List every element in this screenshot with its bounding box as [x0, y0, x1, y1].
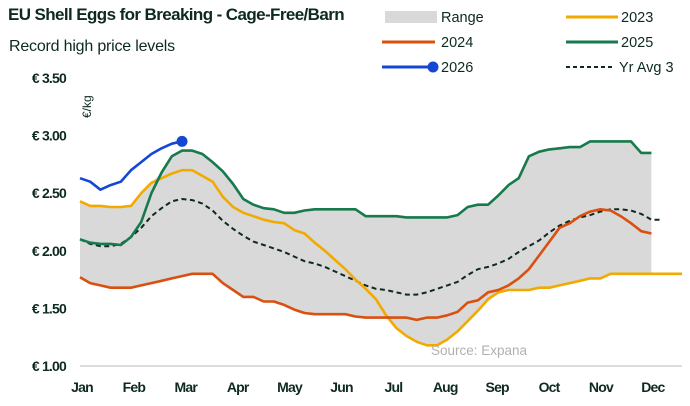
legend-swatch-range [385, 11, 437, 23]
series-line-2023 [79, 168, 682, 347]
legend-label-2026: 2026 [441, 60, 473, 76]
series-line-yr-avg-3 [79, 198, 662, 296]
y-tick-label: € 1.50 [32, 300, 67, 316]
source-note: Source: Expana [431, 343, 528, 358]
x-tick-label-dec: Dec [641, 379, 665, 395]
range-area-layer [80, 141, 652, 346]
x-tick-label-oct: Oct [539, 379, 561, 395]
legend-item-range[interactable]: Range [385, 10, 484, 26]
y-tick-label: € 2.00 [32, 243, 67, 259]
x-tick-label-feb: Feb [123, 379, 146, 395]
x-tick-label-may: May [277, 379, 303, 395]
legend-item-2025[interactable]: 2025 [566, 35, 653, 51]
legend: Range 2023 2024 2025 2026 Yr Avg 3 [382, 10, 674, 76]
y-tick-label: € 3.00 [32, 128, 67, 144]
series-line-2024 [79, 208, 652, 322]
legend-item-2023[interactable]: 2023 [566, 10, 653, 26]
series-lines-layer [79, 135, 682, 347]
legend-marker-2026 [427, 61, 439, 73]
legend-label-yr-avg-3: Yr Avg 3 [619, 60, 674, 76]
legend-label-2024: 2024 [441, 35, 473, 51]
legend-item-2026[interactable]: 2026 [382, 60, 473, 76]
series-marker-2026-latest [176, 135, 188, 147]
series-line-2025 [79, 140, 652, 247]
chart-title: EU Shell Eggs for Breaking - Cage-Free/B… [8, 5, 345, 24]
legend-label-range: Range [441, 10, 484, 26]
legend-label-2025: 2025 [621, 35, 653, 51]
chart-subtitle: Record high price levels [9, 38, 175, 55]
x-tick-label-sep: Sep [486, 379, 510, 395]
y-tick-labels: € 1.00 € 1.50 € 2.00 € 2.50 € 3.00 € 3.50 [32, 70, 68, 374]
y-tick-label: € 1.00 [32, 358, 67, 374]
x-tick-label-jun: Jun [330, 379, 353, 395]
legend-item-2024[interactable]: 2024 [382, 35, 473, 51]
y-tick-label: € 2.50 [32, 185, 67, 201]
legend-item-yr-avg-3[interactable]: Yr Avg 3 [566, 60, 674, 76]
x-tick-label-apr: Apr [227, 379, 250, 395]
range-area [80, 141, 652, 346]
y-axis-label: €/kg [80, 95, 94, 118]
x-tick-labels: Jan Feb Mar Apr May Jun Jul Aug Sep Oct Nov Dec [71, 379, 666, 395]
x-tick-label-jul: Jul [384, 379, 402, 395]
series-line-2026 [79, 140, 183, 191]
legend-label-2023: 2023 [621, 10, 653, 26]
y-tick-label: € 3.50 [32, 70, 67, 86]
x-tick-label-jan: Jan [71, 379, 93, 395]
x-tick-label-aug: Aug [433, 379, 458, 395]
x-tick-label-mar: Mar [175, 379, 199, 395]
x-tick-label-nov: Nov [589, 379, 614, 395]
